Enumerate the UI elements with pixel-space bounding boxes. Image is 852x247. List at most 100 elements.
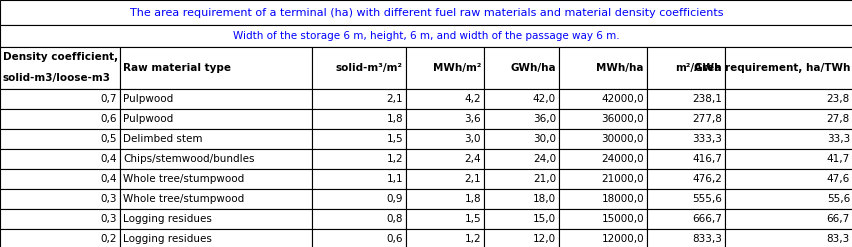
Bar <box>0 25 852 47</box>
Text: Density coefficient,: Density coefficient, <box>3 53 118 62</box>
Text: Area requirement, ha/TWh: Area requirement, ha/TWh <box>693 63 849 73</box>
Text: 41,7: 41,7 <box>826 154 849 164</box>
Bar <box>646 89 724 109</box>
Text: 1,8: 1,8 <box>386 114 402 124</box>
Text: Width of the storage 6 m, height, 6 m, and width of the passage way 6 m.: Width of the storage 6 m, height, 6 m, a… <box>233 31 619 41</box>
Bar <box>0 189 120 209</box>
Text: 21,0: 21,0 <box>532 174 556 184</box>
Bar <box>120 229 312 247</box>
Text: 3,0: 3,0 <box>464 134 481 144</box>
Text: 27,8: 27,8 <box>826 114 849 124</box>
Text: MWh/ha: MWh/ha <box>596 63 643 73</box>
Bar <box>724 109 852 129</box>
Bar <box>406 189 483 209</box>
Bar <box>0 129 120 149</box>
Bar <box>406 149 483 169</box>
Text: 3,6: 3,6 <box>463 114 481 124</box>
Text: 833,3: 833,3 <box>691 234 721 244</box>
Bar <box>312 89 406 109</box>
Text: GWh/ha: GWh/ha <box>509 63 556 73</box>
Bar <box>120 89 312 109</box>
Bar <box>312 129 406 149</box>
Text: 1,2: 1,2 <box>463 234 481 244</box>
Text: 0,2: 0,2 <box>101 234 117 244</box>
Bar <box>120 109 312 129</box>
Text: 18,0: 18,0 <box>532 194 556 204</box>
Bar <box>724 149 852 169</box>
Bar <box>646 129 724 149</box>
Text: Whole tree/stumpwood: Whole tree/stumpwood <box>123 194 244 204</box>
Bar <box>0 209 120 229</box>
Text: 2,1: 2,1 <box>463 174 481 184</box>
Text: 0,4: 0,4 <box>101 154 117 164</box>
Text: 0,9: 0,9 <box>386 194 402 204</box>
Text: 333,3: 333,3 <box>691 134 721 144</box>
Bar <box>558 109 646 129</box>
Text: 1,5: 1,5 <box>463 214 481 224</box>
Text: 21000,0: 21000,0 <box>601 174 643 184</box>
Text: 83,3: 83,3 <box>826 234 849 244</box>
Bar <box>724 47 852 89</box>
Text: Logging residues: Logging residues <box>123 214 211 224</box>
Text: 238,1: 238,1 <box>691 94 721 104</box>
Bar <box>483 229 558 247</box>
Text: Delimbed stem: Delimbed stem <box>123 134 202 144</box>
Text: 1,5: 1,5 <box>386 134 402 144</box>
Bar <box>120 47 312 89</box>
Text: 666,7: 666,7 <box>691 214 721 224</box>
Bar <box>558 229 646 247</box>
Bar <box>406 129 483 149</box>
Text: 277,8: 277,8 <box>691 114 721 124</box>
Text: 33,3: 33,3 <box>826 134 849 144</box>
Text: 30000,0: 30000,0 <box>601 134 643 144</box>
Text: 1,1: 1,1 <box>386 174 402 184</box>
Bar <box>724 229 852 247</box>
Text: 24000,0: 24000,0 <box>601 154 643 164</box>
Bar <box>312 47 406 89</box>
Bar <box>558 149 646 169</box>
Bar <box>483 189 558 209</box>
Bar <box>120 189 312 209</box>
Bar <box>558 189 646 209</box>
Text: solid-m3/loose-m3: solid-m3/loose-m3 <box>3 74 111 83</box>
Text: 2,4: 2,4 <box>463 154 481 164</box>
Bar <box>0 149 120 169</box>
Bar <box>483 129 558 149</box>
Text: 66,7: 66,7 <box>826 214 849 224</box>
Text: 2,1: 2,1 <box>386 94 402 104</box>
Bar <box>724 89 852 109</box>
Bar <box>558 129 646 149</box>
Text: 36,0: 36,0 <box>532 114 556 124</box>
Text: Chips/stemwood/bundles: Chips/stemwood/bundles <box>123 154 254 164</box>
Text: m²/GWh: m²/GWh <box>675 63 721 73</box>
Text: 1,2: 1,2 <box>386 154 402 164</box>
Bar <box>120 149 312 169</box>
Text: solid-m³/m²: solid-m³/m² <box>336 63 402 73</box>
Bar <box>0 229 120 247</box>
Bar <box>406 109 483 129</box>
Text: 0,7: 0,7 <box>101 94 117 104</box>
Bar <box>646 189 724 209</box>
Text: 416,7: 416,7 <box>691 154 721 164</box>
Text: 15000,0: 15000,0 <box>601 214 643 224</box>
Bar <box>646 109 724 129</box>
Bar <box>558 209 646 229</box>
Bar <box>406 169 483 189</box>
Bar <box>558 169 646 189</box>
Text: 555,6: 555,6 <box>691 194 721 204</box>
Text: 0,6: 0,6 <box>386 234 402 244</box>
Bar <box>120 209 312 229</box>
Bar <box>406 47 483 89</box>
Bar <box>406 229 483 247</box>
Text: Whole tree/stumpwood: Whole tree/stumpwood <box>123 174 244 184</box>
Text: Pulpwood: Pulpwood <box>123 114 173 124</box>
Text: 476,2: 476,2 <box>691 174 721 184</box>
Bar <box>558 47 646 89</box>
Text: 0,4: 0,4 <box>101 174 117 184</box>
Bar <box>312 229 406 247</box>
Bar <box>724 129 852 149</box>
Bar <box>312 109 406 129</box>
Bar <box>312 149 406 169</box>
Bar <box>0 0 852 25</box>
Bar <box>483 89 558 109</box>
